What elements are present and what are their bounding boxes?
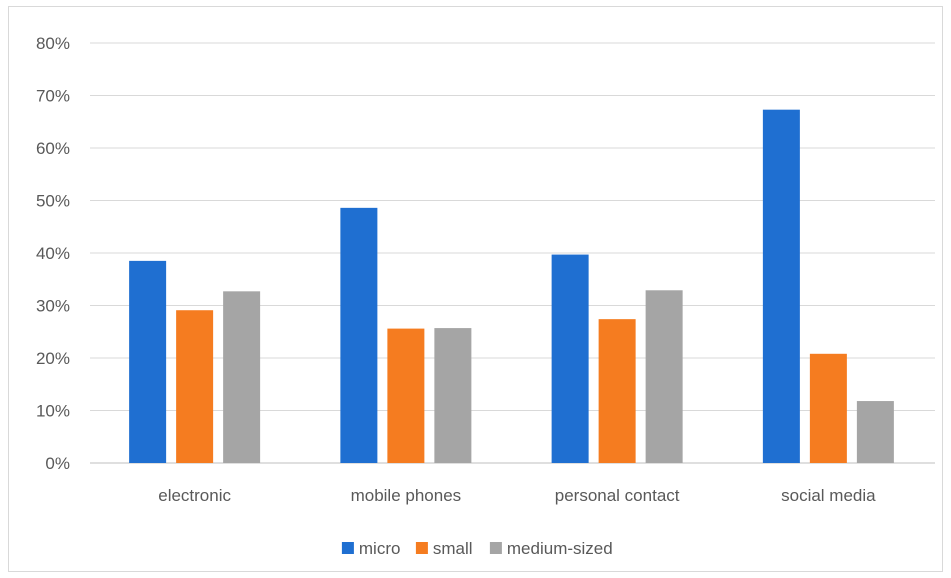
y-tick-label: 50% (36, 192, 70, 211)
category-label: mobile phones (351, 486, 462, 505)
bar-medium-sized-electronic (223, 291, 261, 463)
legend: micro small medium-sized (341, 539, 613, 558)
bar-medium-sized-mobile-phones (434, 328, 472, 463)
gridlines (90, 42, 935, 464)
legend-swatch-micro (341, 542, 354, 554)
bar-small-social-media (809, 353, 847, 463)
legend-swatch-medium-sized (489, 542, 502, 554)
legend-label-micro: micro (359, 539, 401, 558)
category-label: personal contact (555, 486, 680, 505)
category-label: social media (781, 486, 876, 505)
y-tick-label: 40% (36, 244, 70, 263)
y-tick-label: 0% (45, 454, 70, 473)
y-tick-label: 20% (36, 349, 70, 368)
x-axis-categories: electronic mobile phones personal contact s… (158, 486, 876, 505)
legend-label-small: small (433, 539, 473, 558)
bar-medium-sized-personal-contact (645, 290, 683, 463)
category-label: electronic (158, 486, 231, 505)
y-tick-label: 60% (36, 139, 70, 158)
bar-medium-sized-social-media (856, 401, 894, 463)
y-tick-label: 30% (36, 297, 70, 316)
bar-micro-personal-contact (551, 254, 589, 463)
bar-micro-mobile-phones (340, 207, 378, 463)
bar-small-electronic (176, 310, 214, 463)
bar-micro-electronic (129, 260, 167, 463)
legend-swatch-small (415, 542, 428, 554)
y-tick-label: 80% (36, 34, 70, 53)
bar-small-personal-contact (598, 319, 636, 463)
bar-small-mobile-phones (387, 328, 425, 463)
bar-micro-social-media (762, 109, 800, 464)
y-axis-ticks: 0% 10% 20% 30% 40% 50% 60% 70% 80% (36, 34, 70, 473)
y-tick-label: 10% (36, 402, 70, 421)
y-tick-label: 70% (36, 87, 70, 106)
legend-label-medium-sized: medium-sized (507, 539, 613, 558)
bars (129, 109, 894, 464)
